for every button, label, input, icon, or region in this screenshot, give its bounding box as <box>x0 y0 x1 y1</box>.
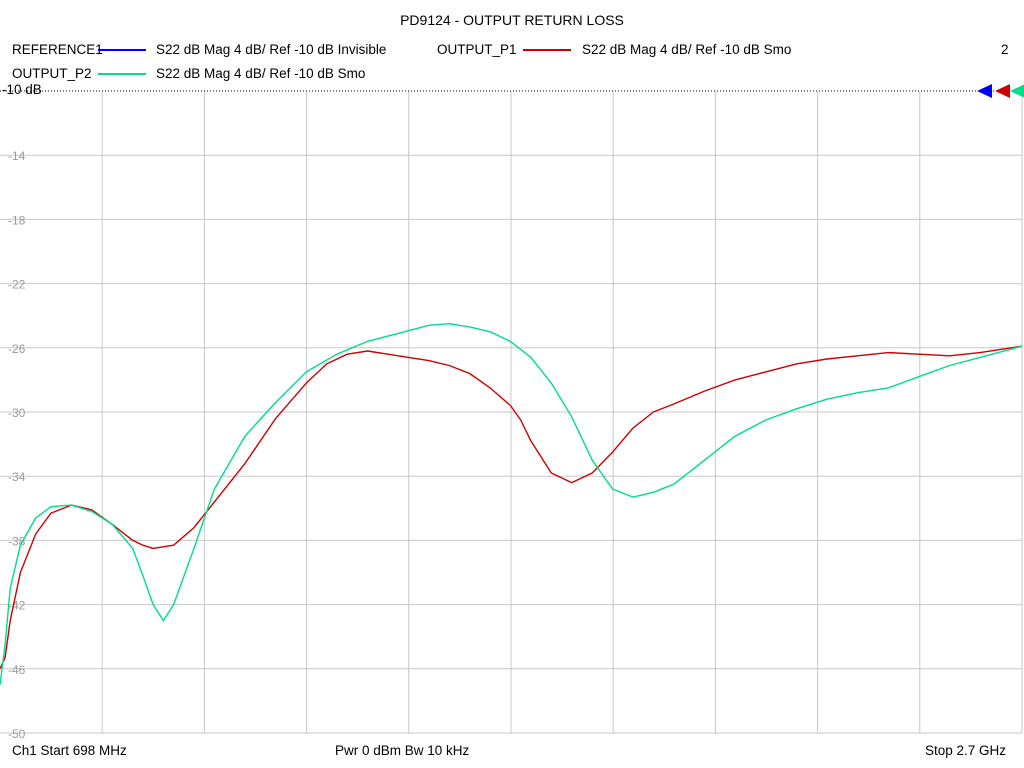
legend-swatch-output-p2 <box>98 73 146 75</box>
legend-row-2: OUTPUT_P2 S22 dB Mag 4 dB/ Ref -10 dB Sm… <box>0 66 1024 84</box>
legend-swatch-output-p1 <box>523 49 571 51</box>
reference-marker-output-p1 <box>995 84 1010 98</box>
reference-marker-reference1 <box>977 84 992 98</box>
y-tick-label: -50 <box>8 727 26 741</box>
legend-desc-output-p1: S22 dB Mag 4 dB/ Ref -10 dB Smo <box>582 42 792 57</box>
grid <box>0 90 1023 734</box>
y-tick-label: -30 <box>8 406 26 420</box>
series-group <box>0 323 1023 685</box>
y-tick-label: -42 <box>8 599 26 613</box>
legend-name-output-p2: OUTPUT_P2 <box>12 66 92 81</box>
reference-level-label: -10 dB <box>2 82 42 97</box>
page-number: 2 <box>1001 42 1009 57</box>
footer-stop: Stop 2.7 GHz <box>925 743 1007 758</box>
chart-title: PD9124 - OUTPUT RETURN LOSS <box>400 12 624 28</box>
legend-swatch-reference1 <box>98 49 146 51</box>
series-line-output-p2 <box>0 323 1023 685</box>
footer-start: Ch1 Start 698 MHz <box>12 743 127 758</box>
y-tick-label: -14 <box>8 149 26 163</box>
legend-row-1: REFERENCE1 S22 dB Mag 4 dB/ Ref -10 dB I… <box>0 42 1024 60</box>
legend-desc-output-p2: S22 dB Mag 4 dB/ Ref -10 dB Smo <box>156 66 366 81</box>
y-axis-ticks: -14-18-22-26-30-34-38-42-46-50 <box>8 149 26 741</box>
legend-name-output-p1: OUTPUT_P1 <box>437 42 517 57</box>
y-tick-label: -46 <box>8 663 26 677</box>
y-tick-label: -22 <box>8 278 26 292</box>
footer-power: Pwr 0 dBm Bw 10 kHz <box>335 743 470 758</box>
y-tick-label: -18 <box>8 213 26 227</box>
y-tick-label: -34 <box>8 470 26 484</box>
reference-marker-output-p2 <box>1010 84 1024 98</box>
y-tick-label: -26 <box>8 342 26 356</box>
legend-desc-reference1: S22 dB Mag 4 dB/ Ref -10 dB Invisible <box>156 42 387 57</box>
reference-markers <box>977 84 1024 98</box>
legend-name-reference1: REFERENCE1 <box>12 42 103 57</box>
